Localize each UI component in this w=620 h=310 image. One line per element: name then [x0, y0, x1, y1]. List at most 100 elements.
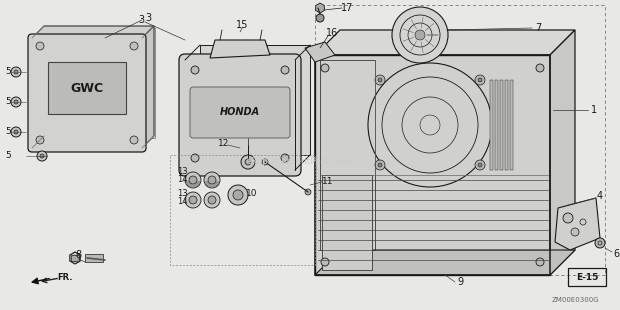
- Circle shape: [316, 14, 324, 22]
- Circle shape: [378, 78, 382, 82]
- Text: FR.: FR.: [57, 272, 73, 281]
- Bar: [320, 60, 375, 250]
- Text: 12: 12: [218, 139, 229, 148]
- Circle shape: [595, 238, 605, 248]
- Circle shape: [11, 97, 21, 107]
- Circle shape: [37, 151, 47, 161]
- FancyArrowPatch shape: [42, 278, 57, 283]
- Text: 1: 1: [591, 105, 597, 115]
- Polygon shape: [142, 26, 154, 148]
- Circle shape: [536, 64, 544, 72]
- Text: 11: 11: [322, 176, 334, 185]
- Circle shape: [130, 42, 138, 50]
- Polygon shape: [210, 40, 270, 58]
- Circle shape: [208, 176, 216, 184]
- Circle shape: [245, 159, 251, 165]
- FancyBboxPatch shape: [179, 54, 301, 176]
- Circle shape: [478, 163, 482, 167]
- Polygon shape: [316, 3, 324, 13]
- Circle shape: [204, 192, 220, 208]
- Polygon shape: [555, 198, 600, 250]
- FancyBboxPatch shape: [190, 87, 290, 138]
- Circle shape: [305, 189, 311, 195]
- Circle shape: [375, 75, 385, 85]
- Circle shape: [262, 159, 268, 165]
- Bar: [71, 255, 79, 261]
- Circle shape: [475, 75, 485, 85]
- Text: 10: 10: [246, 188, 258, 197]
- Text: 8: 8: [75, 250, 81, 260]
- FancyBboxPatch shape: [28, 34, 146, 152]
- Circle shape: [321, 258, 329, 266]
- Circle shape: [281, 66, 289, 74]
- Text: 5: 5: [5, 98, 11, 107]
- Text: 13: 13: [177, 167, 187, 176]
- Circle shape: [185, 172, 201, 188]
- Bar: [315, 55, 550, 275]
- Polygon shape: [70, 252, 80, 264]
- Text: GWC: GWC: [71, 82, 104, 95]
- Text: 9: 9: [457, 277, 463, 287]
- Text: 15: 15: [236, 20, 248, 30]
- Circle shape: [233, 190, 243, 200]
- Circle shape: [392, 7, 448, 63]
- Text: 6: 6: [613, 249, 619, 259]
- Circle shape: [204, 172, 220, 188]
- Circle shape: [571, 228, 579, 236]
- Circle shape: [321, 64, 329, 72]
- Text: eReplacementParts.com: eReplacementParts.com: [245, 157, 355, 166]
- Circle shape: [563, 213, 573, 223]
- Text: 14: 14: [177, 175, 187, 184]
- Circle shape: [191, 154, 199, 162]
- Circle shape: [14, 130, 18, 134]
- Polygon shape: [305, 42, 335, 62]
- Bar: [568, 268, 606, 286]
- Circle shape: [14, 100, 18, 104]
- Circle shape: [475, 160, 485, 170]
- Circle shape: [281, 154, 289, 162]
- Bar: [500, 80, 503, 170]
- Bar: [510, 80, 513, 170]
- Polygon shape: [315, 30, 575, 55]
- Text: 16: 16: [326, 28, 338, 38]
- Circle shape: [36, 136, 44, 144]
- Text: 5: 5: [5, 127, 11, 136]
- Circle shape: [130, 136, 138, 144]
- Circle shape: [189, 176, 197, 184]
- Text: 7: 7: [535, 23, 541, 33]
- Circle shape: [228, 185, 248, 205]
- Circle shape: [241, 155, 255, 169]
- Circle shape: [14, 70, 18, 74]
- Text: 17: 17: [341, 3, 353, 13]
- Text: 13: 13: [177, 188, 187, 197]
- Text: 4: 4: [597, 191, 603, 201]
- Bar: [170, 155, 315, 265]
- Bar: [495, 80, 498, 170]
- Bar: [490, 80, 493, 170]
- Circle shape: [415, 30, 425, 40]
- Circle shape: [11, 127, 21, 137]
- Bar: [315, 55, 550, 275]
- Bar: [315, 5, 605, 275]
- Circle shape: [11, 67, 21, 77]
- Text: E-15: E-15: [576, 272, 598, 281]
- Circle shape: [191, 66, 199, 74]
- Circle shape: [40, 154, 44, 158]
- Bar: [85, 254, 103, 262]
- Polygon shape: [315, 250, 575, 275]
- Circle shape: [208, 196, 216, 204]
- Circle shape: [185, 192, 201, 208]
- Bar: [322, 175, 372, 270]
- Text: 5: 5: [5, 68, 11, 77]
- Text: HONDA: HONDA: [220, 107, 260, 117]
- Text: 14: 14: [177, 197, 187, 206]
- Text: 3: 3: [138, 15, 144, 25]
- Bar: [505, 80, 508, 170]
- Polygon shape: [32, 26, 154, 38]
- Polygon shape: [550, 30, 575, 275]
- Text: 3: 3: [145, 13, 151, 23]
- Text: ZM00E0300G: ZM00E0300G: [551, 297, 599, 303]
- Polygon shape: [200, 45, 310, 155]
- Text: 5: 5: [5, 152, 11, 161]
- Circle shape: [375, 160, 385, 170]
